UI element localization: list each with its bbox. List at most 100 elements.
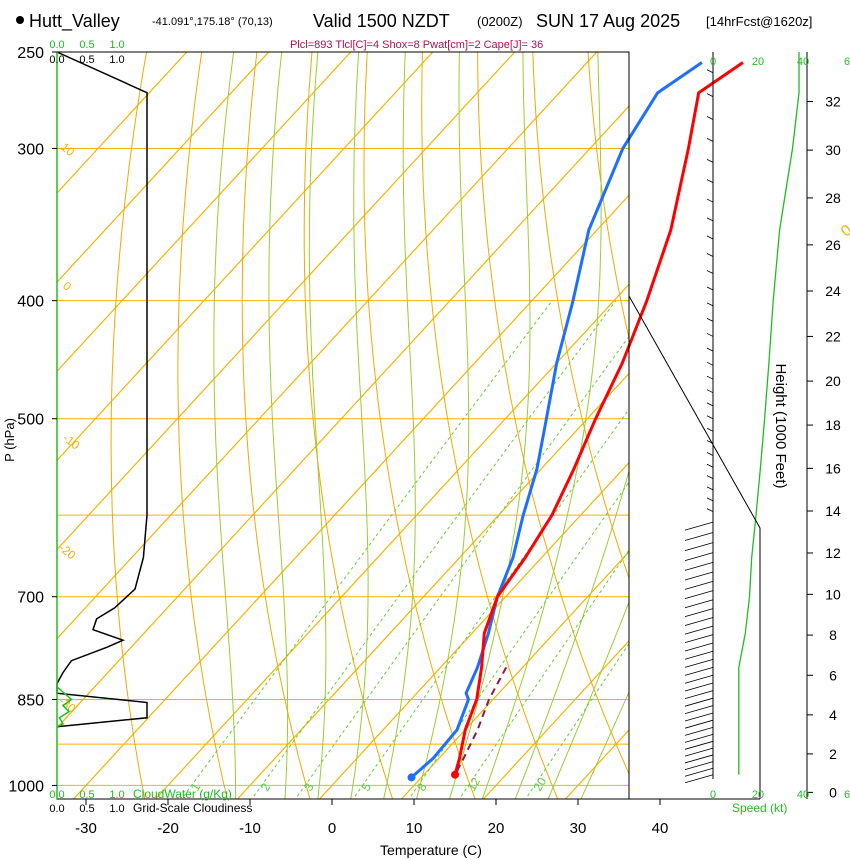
wind-barb	[684, 666, 714, 676]
dry-adiabat-line	[177, 52, 228, 799]
speed-scale-top: 40	[797, 56, 809, 68]
speed-scale-bottom: 20	[752, 789, 764, 801]
mixing-ratio-label: 8	[414, 780, 430, 793]
y2-axis-title: Height (1000 Feet)	[772, 363, 789, 488]
height-tick-label: 32	[825, 94, 841, 110]
pressure-tick-label: 700	[17, 590, 44, 607]
dry-adiabat-line	[303, 52, 394, 799]
dry-adiabat-line	[643, 52, 850, 801]
cloudiness-scale-bottom: 0.5	[79, 803, 94, 815]
wind-barb	[706, 253, 714, 257]
dry-adiabat-line	[363, 52, 476, 799]
wind-barb	[684, 542, 714, 552]
temperature-tick-label: -20	[157, 820, 179, 837]
wind-barb	[684, 747, 714, 757]
cloudwater-scale-top: 1.0	[109, 39, 124, 51]
cloudwater-scale-top: 0.0	[49, 39, 64, 51]
height-tick-label: 18	[825, 417, 841, 433]
height-tick-label: 2	[829, 746, 837, 762]
height-tick-label: 0	[829, 784, 837, 800]
wind-barb	[684, 581, 714, 590]
wind-barb	[684, 625, 714, 635]
mixing-ratio-label: 2	[258, 780, 274, 793]
speed-label: Speed (kt)	[732, 801, 787, 815]
wind-barb	[706, 270, 714, 274]
wind-barb	[684, 767, 714, 777]
mixing-ratio-line	[180, 300, 553, 799]
pressure-tick-label: 250	[17, 45, 44, 62]
wind-barb	[706, 361, 714, 366]
cloudwater-profile	[56, 686, 73, 728]
height-tick-label: 4	[829, 707, 837, 723]
dry-adiabat-line	[477, 52, 629, 776]
surface-temperature-point	[450, 770, 459, 779]
height-tick-label: 8	[829, 627, 837, 643]
wind-barb	[684, 682, 714, 692]
wind-barb	[684, 650, 714, 660]
temperature-tick-label: 10	[406, 820, 423, 837]
isotherm-line	[57, 105, 629, 729]
plot-area-clip	[57, 52, 850, 801]
pressure-tick-label: 500	[17, 412, 44, 429]
cloudiness-scale-top: 0.5	[79, 54, 94, 66]
moist-adiabat-line	[514, 469, 629, 799]
station-name: Hutt_Valley	[29, 11, 120, 32]
dry-adiabat-line	[241, 52, 311, 799]
pressure-tick-label: 1000	[8, 778, 44, 795]
moist-adiabat-line	[383, 52, 416, 799]
plot-frame	[56, 51, 630, 800]
dry-adiabat-line	[587, 52, 629, 341]
speed-scale-top: 0	[710, 56, 716, 68]
wind-barb	[684, 599, 714, 609]
parcel-trace	[454, 666, 508, 776]
grid-layer: 1235812200102030100-10-20-30	[56, 52, 850, 801]
isotherm-label: 0	[838, 222, 850, 241]
wind-barb	[706, 347, 714, 352]
cloudiness-label: Grid-Scale Cloudiness	[133, 801, 252, 815]
isotherm-line	[155, 283, 629, 799]
wind-barb	[706, 486, 714, 491]
wind-barb	[706, 415, 714, 420]
wind-barb	[706, 497, 714, 502]
wind-barb	[706, 69, 714, 74]
isotherm-line	[237, 372, 629, 799]
wind-barb	[684, 733, 714, 743]
mixing-ratio-line	[525, 642, 629, 799]
isotherm-line	[57, 52, 188, 194]
wind-barb	[706, 463, 714, 468]
wind-barb	[706, 179, 714, 183]
temperature-tick-label: -10	[239, 820, 261, 837]
temperature-tick-label: 20	[488, 820, 505, 837]
isotherm-line	[57, 52, 516, 551]
wind-barb	[684, 740, 714, 750]
cloudiness-scale-top: 1.0	[109, 54, 124, 66]
wind-barb	[684, 761, 714, 770]
cloudwater-scale-bottom: 1.0	[109, 789, 124, 801]
isotherm-line	[483, 639, 629, 799]
mixing-ratio-label: 20	[530, 775, 549, 794]
wind-barb	[684, 532, 714, 541]
speed-scale-bottom: 6	[844, 789, 850, 801]
moist-adiabat-line	[448, 52, 531, 799]
wind-barb	[684, 658, 714, 668]
dry-adiabat-line	[110, 52, 147, 799]
wind-barb	[684, 690, 714, 700]
right-panel-border	[628, 52, 761, 799]
wind-speed-profile	[738, 52, 800, 775]
height-tick-label: 6	[829, 667, 837, 683]
wind-barb	[706, 116, 714, 120]
height-tick-label: 28	[825, 190, 841, 206]
height-tick-label: 20	[825, 373, 841, 389]
dry-adiabat-line	[532, 52, 629, 580]
sounding-params: Plcl=893 Tlcl[C]=4 Shox=8 Pwat[cm]=2 Cap…	[290, 39, 543, 51]
wind-barb	[684, 774, 714, 784]
moist-adiabat-line	[350, 52, 369, 799]
wind-barb	[706, 318, 714, 322]
x-axis-title: Temperature (C)	[380, 842, 482, 858]
skewed-temp-label: -20	[56, 541, 79, 563]
pressure-tick-label: 400	[17, 294, 44, 311]
height-tick-label: 26	[825, 237, 841, 253]
station-coords: -41.091°,175.18° (70,13)	[152, 16, 273, 28]
cloudwater-scale-bottom: 0.5	[79, 789, 94, 801]
